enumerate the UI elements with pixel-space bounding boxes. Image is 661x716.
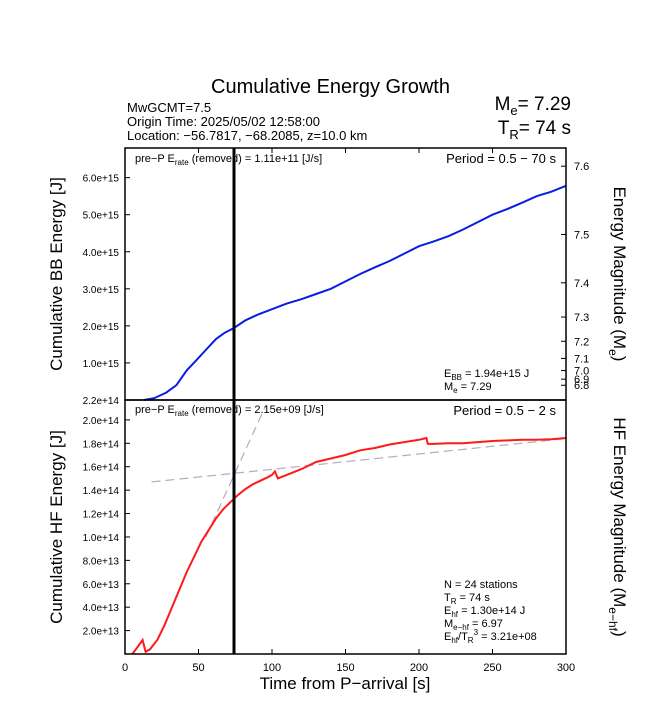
- bb-y-tick-label: 5.0e+15: [83, 211, 120, 222]
- bb-magnitude-tick-label: 7.3: [574, 312, 589, 324]
- hf-y-tick-label: 8.0e+13: [83, 556, 120, 567]
- time-x-axis: 0 50 100 150 200 250 300: [122, 148, 575, 674]
- bb-energy-series-line: [143, 184, 567, 401]
- hf-period-label: Period = 0.5 − 2 s: [453, 403, 556, 418]
- x-tick-label: 300: [557, 662, 575, 674]
- hf-growth-fit-line: [205, 404, 267, 538]
- bb-plot-frame: [124, 147, 567, 401]
- bb-energy-panel: 6.0e+15 5.0e+15 4.0e+15 3.0e+15 2.0e+15 1.0e+…: [83, 147, 589, 407]
- bb-y-axis: 6.0e+15 5.0e+15 4.0e+15 3.0e+15 2.0e+15 1.0e+…: [83, 174, 130, 407]
- x-tick-label: 250: [483, 662, 501, 674]
- me-symbol: M: [494, 94, 511, 115]
- hf-y-tick-label: 2.0e+13: [83, 627, 120, 638]
- bb-magnitude-tick-label: 7.2: [574, 336, 589, 348]
- bb-y-tick-label: 4.0e+15: [83, 248, 120, 259]
- x-tick-label: 50: [192, 662, 204, 674]
- hf-y-tick-label: 2.0e+14: [83, 416, 120, 427]
- hf-y-tick-label: 1.8e+14: [83, 439, 120, 450]
- hf-magnitude-value: Me−hf = 6.97: [444, 618, 503, 632]
- bb-magnitude-tick-label: 7.0: [574, 366, 589, 378]
- bb-y-tick-label: 6.0e+15: [83, 174, 120, 185]
- bb-magnitude-axis-title: Energy Magnitude (Me): [606, 187, 629, 362]
- bb-magnitude-tick-label: 6.8: [574, 380, 589, 392]
- bb-y-tick-label: 3.0e+15: [83, 285, 120, 296]
- hf-magnitude-axis-title: HF Energy Magnitude (Me−hf): [606, 417, 629, 636]
- hf-energy-series-line: [131, 436, 567, 655]
- hf-y-axis: 2.0e+14 1.8e+14 1.6e+14 1.4e+14 1.2e+14 1.0e+…: [83, 416, 130, 638]
- hf-series-layer: [131, 436, 567, 655]
- hf-y-tick-label: 1.4e+14: [83, 486, 120, 497]
- bb-magnitude-tick-label: 6.9: [574, 374, 589, 386]
- x-tick-label: 100: [263, 662, 281, 674]
- bb-magnitude-tick-label: 7.1: [574, 353, 589, 365]
- x-tick-label: 150: [336, 662, 354, 674]
- chart-title: Cumulative Energy Growth: [211, 76, 450, 98]
- hf-y-axis-title: Cumulative HF Energy [J]: [47, 430, 66, 624]
- hf-energy-value: Ehf = 1.30e+14 J: [444, 605, 525, 619]
- hf-y-tick-label: 4.0e+13: [83, 603, 120, 614]
- hf-y-tick-label: 6.0e+13: [83, 580, 120, 591]
- bb-pre-p-note: pre−P Erate (removed) = 1.11e+11 [J/s]: [135, 153, 322, 167]
- x-axis-title: Time from P−arrival [s]: [260, 674, 431, 693]
- origin-time-line: Origin Time: 2025/05/02 12:58:00: [127, 114, 320, 129]
- tr-subscript: R: [509, 126, 519, 142]
- bb-magnitude-axis: 7.6 7.5 7.4 7.3 7.2 7.17.06.96.8: [561, 161, 589, 392]
- tr-symbol: T: [497, 118, 510, 139]
- event-magnitude-line: MwGCMT=7.5: [127, 100, 212, 115]
- header-energy-magnitude: Me= 7.29: [495, 94, 571, 118]
- bb-magnitude-value: Me = 7.29: [444, 381, 492, 395]
- header-rupture-duration: TR= 74 s: [498, 118, 571, 142]
- hf-fit-layer: [151, 404, 567, 538]
- x-tick-label: 0: [122, 662, 128, 674]
- hf-y-tick-label: 1.6e+14: [83, 463, 120, 474]
- hf-plateau-fit-line: [151, 438, 567, 483]
- bb-series-layer: [143, 184, 567, 401]
- bb-y-tick-label: 1.0e+15: [83, 359, 120, 370]
- bb-magnitude-tick-label: 7.6: [574, 161, 589, 173]
- bb-energy-value: EBB = 1.94e+15 J: [444, 368, 529, 382]
- hf-plot-frame: [124, 399, 567, 655]
- hf-y-tick-label: 1.0e+14: [83, 533, 120, 544]
- hf-y-tick-label: 1.2e+14: [83, 510, 120, 521]
- me-value: = 7.29: [517, 94, 571, 115]
- tr-value: = 74 s: [518, 118, 571, 139]
- x-tick-label: 200: [410, 662, 428, 674]
- hf-energy-ratio: Ehf/TR3 = 3.21e+08: [444, 628, 537, 645]
- hf-energy-panel: 2.0e+14 1.8e+14 1.6e+14 1.4e+14 1.2e+14 1.0e+…: [83, 148, 575, 674]
- bb-magnitude-tick-label: 7.4: [574, 278, 589, 290]
- station-count: N = 24 stations: [444, 579, 518, 591]
- bb-y-tick-label: 2.0e+15: [83, 322, 120, 333]
- bb-magnitude-tick-label: 7.5: [574, 229, 589, 241]
- bb-y-axis-title: Cumulative BB Energy [J]: [47, 177, 66, 371]
- bb-y-bottom-label: 2.2e+14: [83, 396, 120, 407]
- bb-period-label: Period = 0.5 − 70 s: [446, 151, 556, 166]
- hf-pre-p-note: pre−P Erate (removed) = 2.15e+09 [J/s]: [135, 404, 324, 418]
- hf-tr-value: TR = 74 s: [444, 592, 490, 606]
- me-subscript: e: [510, 102, 518, 118]
- location-line: Location: −56.7817, −68.2085, z=10.0 km: [127, 128, 368, 143]
